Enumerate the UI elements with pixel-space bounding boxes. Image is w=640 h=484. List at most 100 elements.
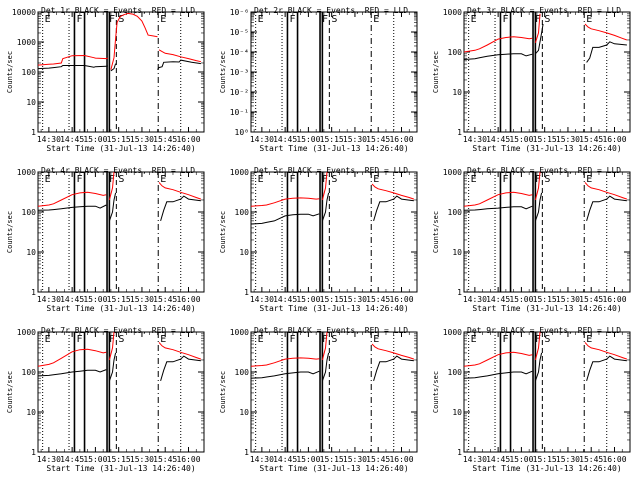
series-line-events <box>586 195 627 222</box>
marker-label: S <box>118 14 124 25</box>
x-tick-label: 15:30 <box>343 135 367 144</box>
y-tick-label: 1 <box>244 448 249 457</box>
plot-frame <box>37 331 205 453</box>
x-tick-label: 15:00 <box>83 295 107 304</box>
plot-frame <box>463 331 631 453</box>
series-line-events <box>160 355 201 382</box>
marker-label: F <box>76 334 82 345</box>
y-tick-label: 10000 <box>12 8 36 17</box>
plot-frame <box>250 171 418 293</box>
y-tick-label: 100 <box>235 368 250 377</box>
x-tick-label: 14:45 <box>486 455 510 464</box>
marker-label: F <box>289 14 295 25</box>
x-tick-label: 14:30 <box>463 135 487 144</box>
series-line-lld <box>108 331 115 361</box>
series-line-events <box>110 63 117 72</box>
x-tick-label: 15:00 <box>296 295 320 304</box>
marker-label: E <box>45 334 51 345</box>
marker-label: E <box>258 334 264 345</box>
x-tick-label: 15:45 <box>366 295 390 304</box>
y-tick-label: 1000 <box>17 168 36 177</box>
panel-title: Det 3r BLACK = Events, RED = LLD <box>467 6 621 15</box>
x-tick-label: 15:15 <box>320 295 344 304</box>
x-tick-label: 15:45 <box>366 135 390 144</box>
marker-label: F <box>322 14 328 25</box>
x-tick-label: 14:30 <box>250 135 274 144</box>
y-tick-label: 10⁻⁶ <box>230 8 249 17</box>
x-tick-label: 15:30 <box>556 295 580 304</box>
panel-title: Det 8r BLACK = Events, RED = LLD <box>254 326 408 335</box>
y-tick-label: 100 <box>22 68 37 77</box>
marker-label: F <box>76 174 82 185</box>
x-tick-label: 14:45 <box>486 295 510 304</box>
x-tick-label: 16:00 <box>389 295 413 304</box>
y-tick-label: 1000 <box>443 8 462 17</box>
y-tick-label: 100 <box>235 208 250 217</box>
y-axis-title: Counts/sec <box>219 51 227 93</box>
x-tick-label: 15:00 <box>509 135 533 144</box>
plot-frame <box>463 171 631 293</box>
x-tick-label: 14:30 <box>250 455 274 464</box>
x-tick-label: 16:00 <box>602 135 626 144</box>
series-line-events <box>157 59 201 70</box>
series-line-events <box>321 192 330 222</box>
panel-8: 1 10 100 1000 14:30 14:45 15:00 15:15 15:30 15:45… <box>219 326 418 473</box>
series-line-events <box>534 192 543 222</box>
y-axis-title: Counts/sec <box>432 51 440 93</box>
x-tick-label: 15:30 <box>130 135 154 144</box>
y-tick-label: 1 <box>31 448 36 457</box>
marker-label: F <box>322 334 328 345</box>
series-line-events <box>108 192 117 222</box>
marker-label: F <box>289 174 295 185</box>
panel-4: 1 10 100 1000 14:30 14:45 15:00 15:15 15:30 15:45… <box>6 166 205 313</box>
x-tick-label: 15:15 <box>107 295 131 304</box>
x-tick-label: 15:15 <box>320 455 344 464</box>
x-tick-label: 14:30 <box>463 455 487 464</box>
marker-label: E <box>45 174 51 185</box>
x-tick-label: 15:45 <box>366 455 390 464</box>
x-tick-label: 15:30 <box>556 135 580 144</box>
y-tick-label: 1000 <box>230 328 249 337</box>
x-tick-label: 15:15 <box>107 455 131 464</box>
panel-title: Det 6r BLACK = Events, RED = LLD <box>467 166 621 175</box>
y-axis-title: Counts/sec <box>432 211 440 253</box>
x-tick-label: 16:00 <box>389 135 413 144</box>
series-line-lld <box>158 342 202 360</box>
x-axis-title: Start Time (31-Jul-13 14:26:40) <box>259 144 408 153</box>
series-line-events <box>463 205 533 211</box>
marker-label: S <box>544 174 550 185</box>
series-line-lld <box>371 343 415 360</box>
x-tick-label: 15:45 <box>153 295 177 304</box>
x-tick-label: 16:00 <box>176 455 200 464</box>
y-tick-label: 10 <box>452 248 462 257</box>
x-tick-label: 14:30 <box>463 295 487 304</box>
marker-label: F <box>535 14 541 25</box>
marker-label: S <box>331 174 337 185</box>
marker-label: E <box>471 174 477 185</box>
panel-9: 1 10 100 1000 14:30 14:45 15:00 15:15 15:30 15:45… <box>432 326 631 473</box>
marker-label: E <box>373 174 379 185</box>
y-tick-label: 10⁰ <box>235 128 249 137</box>
marker-label: E <box>471 334 477 345</box>
plot-frame <box>463 11 631 133</box>
x-tick-label: 15:00 <box>83 135 107 144</box>
y-axis-title: Counts/sec <box>219 371 227 413</box>
x-tick-label: 14:30 <box>37 135 61 144</box>
series-line-lld <box>158 182 202 200</box>
x-tick-label: 15:45 <box>579 135 603 144</box>
series-line-events <box>463 370 533 379</box>
x-tick-label: 14:30 <box>37 455 61 464</box>
x-axis-title: Start Time (31-Jul-13 14:26:40) <box>472 304 621 313</box>
series-line-lld <box>250 197 320 207</box>
x-tick-label: 15:00 <box>296 135 320 144</box>
y-tick-label: 1 <box>244 288 249 297</box>
series-line-lld <box>371 183 415 200</box>
series-line-events <box>37 65 108 70</box>
panel-title: Det 1r BLACK = Events, RED = LLD <box>41 6 195 15</box>
y-tick-label: 1000 <box>443 328 462 337</box>
marker-label: S <box>118 334 124 345</box>
marker-label: E <box>586 174 592 185</box>
x-axis-title: Start Time (31-Jul-13 14:26:40) <box>46 464 195 473</box>
